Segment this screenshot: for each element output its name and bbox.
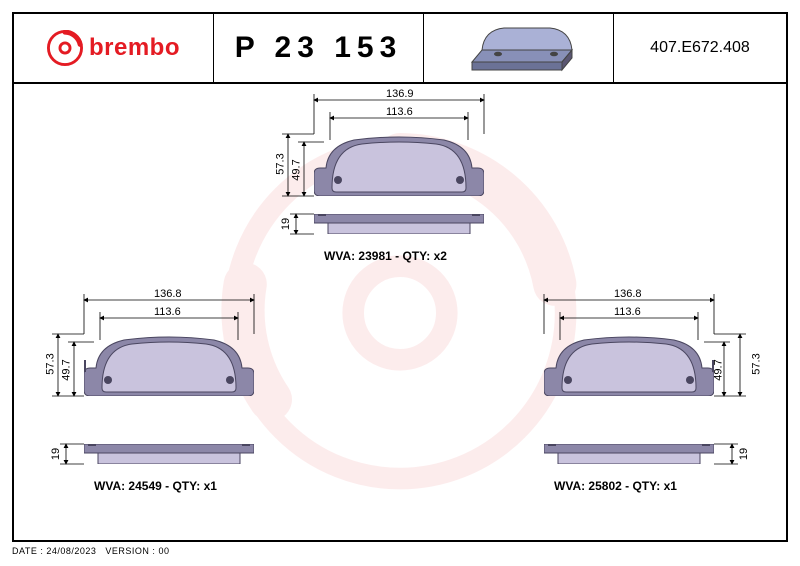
dim-top-thickness: 19 xyxy=(280,218,292,230)
logo-cell: brembo xyxy=(14,14,214,82)
dim-top-height-outer: 57.3 xyxy=(275,153,287,174)
footer-date-value: 24/08/2023 xyxy=(46,546,96,556)
pad-isometric-icon xyxy=(454,20,584,76)
part-number: P 23 153 xyxy=(214,14,424,82)
footer-date-label: DATE : xyxy=(12,546,43,556)
pad-left-front xyxy=(84,334,254,396)
brembo-logo-icon xyxy=(47,30,83,66)
pad-right-side xyxy=(544,444,714,464)
dim-right-width-outer: 136.8 xyxy=(614,288,642,300)
drawing-code: 407.E672.408 xyxy=(614,14,786,82)
dim-left-thickness: 19 xyxy=(50,448,62,460)
footer-version-value: 00 xyxy=(158,546,169,556)
dim-right-height-inner: 49.7 xyxy=(713,359,725,380)
drawing-sheet: brembo P 23 153 407.E672.408 xyxy=(12,12,788,542)
wva-right: WVA: 25802 - QTY: x1 xyxy=(554,479,677,493)
isometric-preview-cell xyxy=(424,14,614,82)
dim-top-width-inner: 113.6 xyxy=(386,106,413,118)
pad-top-front xyxy=(314,134,484,196)
header-row: brembo P 23 153 407.E672.408 xyxy=(14,14,786,84)
footer-version-label: VERSION : xyxy=(105,546,155,556)
pad-top-side xyxy=(314,214,484,234)
dim-left-height-inner: 49.7 xyxy=(61,359,73,380)
footer-meta: DATE : 24/08/2023 VERSION : 00 xyxy=(12,546,169,556)
dim-top-height-inner: 49.7 xyxy=(291,159,303,180)
dim-right-width-inner: 113.6 xyxy=(614,306,641,318)
pad-right-front xyxy=(544,334,714,396)
wva-left: WVA: 24549 - QTY: x1 xyxy=(94,479,217,493)
dim-left-height-outer: 57.3 xyxy=(45,353,57,374)
dim-left-width-inner: 113.6 xyxy=(154,306,181,318)
dim-right-height-outer: 57.3 xyxy=(751,353,763,374)
dim-right-thickness: 19 xyxy=(738,448,750,460)
dim-top-width-outer: 136.9 xyxy=(386,88,414,100)
pad-left-side xyxy=(84,444,254,464)
wva-top: WVA: 23981 - QTY: x2 xyxy=(324,249,447,263)
dim-left-width-outer: 136.8 xyxy=(154,288,182,300)
brand-name: brembo xyxy=(89,34,180,62)
drawing-area: 136.9 113.6 57.3 49.7 19 136.8 113.6 57.… xyxy=(14,84,786,542)
